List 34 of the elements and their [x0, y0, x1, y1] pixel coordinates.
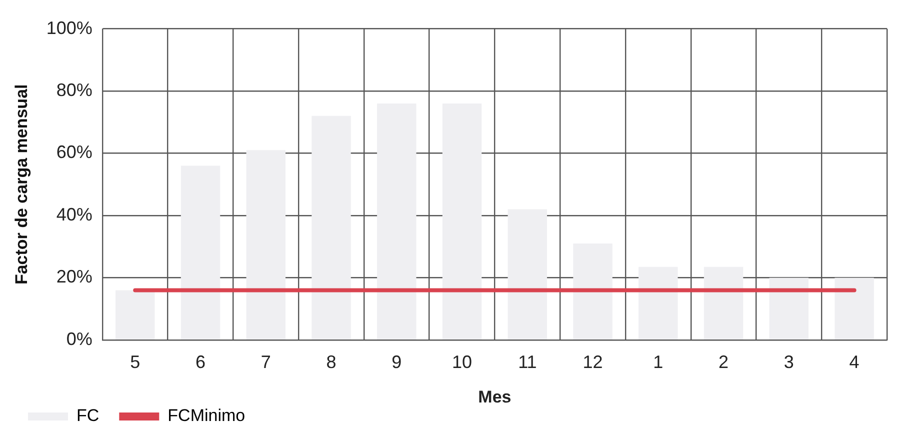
legend-label: FCMinimo — [168, 406, 246, 426]
y-tick-label: 40% — [56, 204, 92, 224]
x-tick-label: 11 — [518, 352, 537, 372]
bar — [573, 244, 612, 340]
bar — [377, 103, 416, 340]
x-tick-label: 10 — [452, 352, 472, 372]
x-axis-title: Mes — [478, 387, 512, 406]
x-tick-label: 2 — [718, 352, 729, 372]
x-tick-label: 6 — [196, 352, 206, 372]
x-tick-label: 3 — [784, 352, 794, 372]
bar — [442, 103, 482, 340]
y-tick-label: 0% — [66, 328, 92, 349]
bar — [638, 266, 678, 340]
bar — [704, 266, 744, 340]
x-tick-label: 5 — [130, 352, 140, 372]
x-tick-label: 8 — [326, 352, 336, 372]
x-tick-label: 1 — [653, 352, 664, 372]
bar — [312, 116, 351, 340]
bar — [508, 209, 548, 340]
y-axis-title: Factor de carga mensual — [12, 84, 31, 285]
x-tick-label: 9 — [392, 352, 402, 372]
legend-label: FC — [76, 406, 100, 426]
x-tick-label: 12 — [582, 352, 603, 372]
y-tick-label: 100% — [46, 18, 92, 38]
y-tick-label: 80% — [56, 80, 92, 100]
x-tick-label: 4 — [849, 352, 860, 372]
bar — [769, 278, 809, 340]
y-tick-label: 20% — [56, 266, 92, 287]
bar — [116, 290, 155, 340]
bar — [834, 278, 874, 340]
y-tick-label: 60% — [56, 142, 92, 162]
bar — [246, 150, 286, 340]
bar — [180, 166, 220, 340]
x-tick-label: 7 — [260, 352, 271, 372]
